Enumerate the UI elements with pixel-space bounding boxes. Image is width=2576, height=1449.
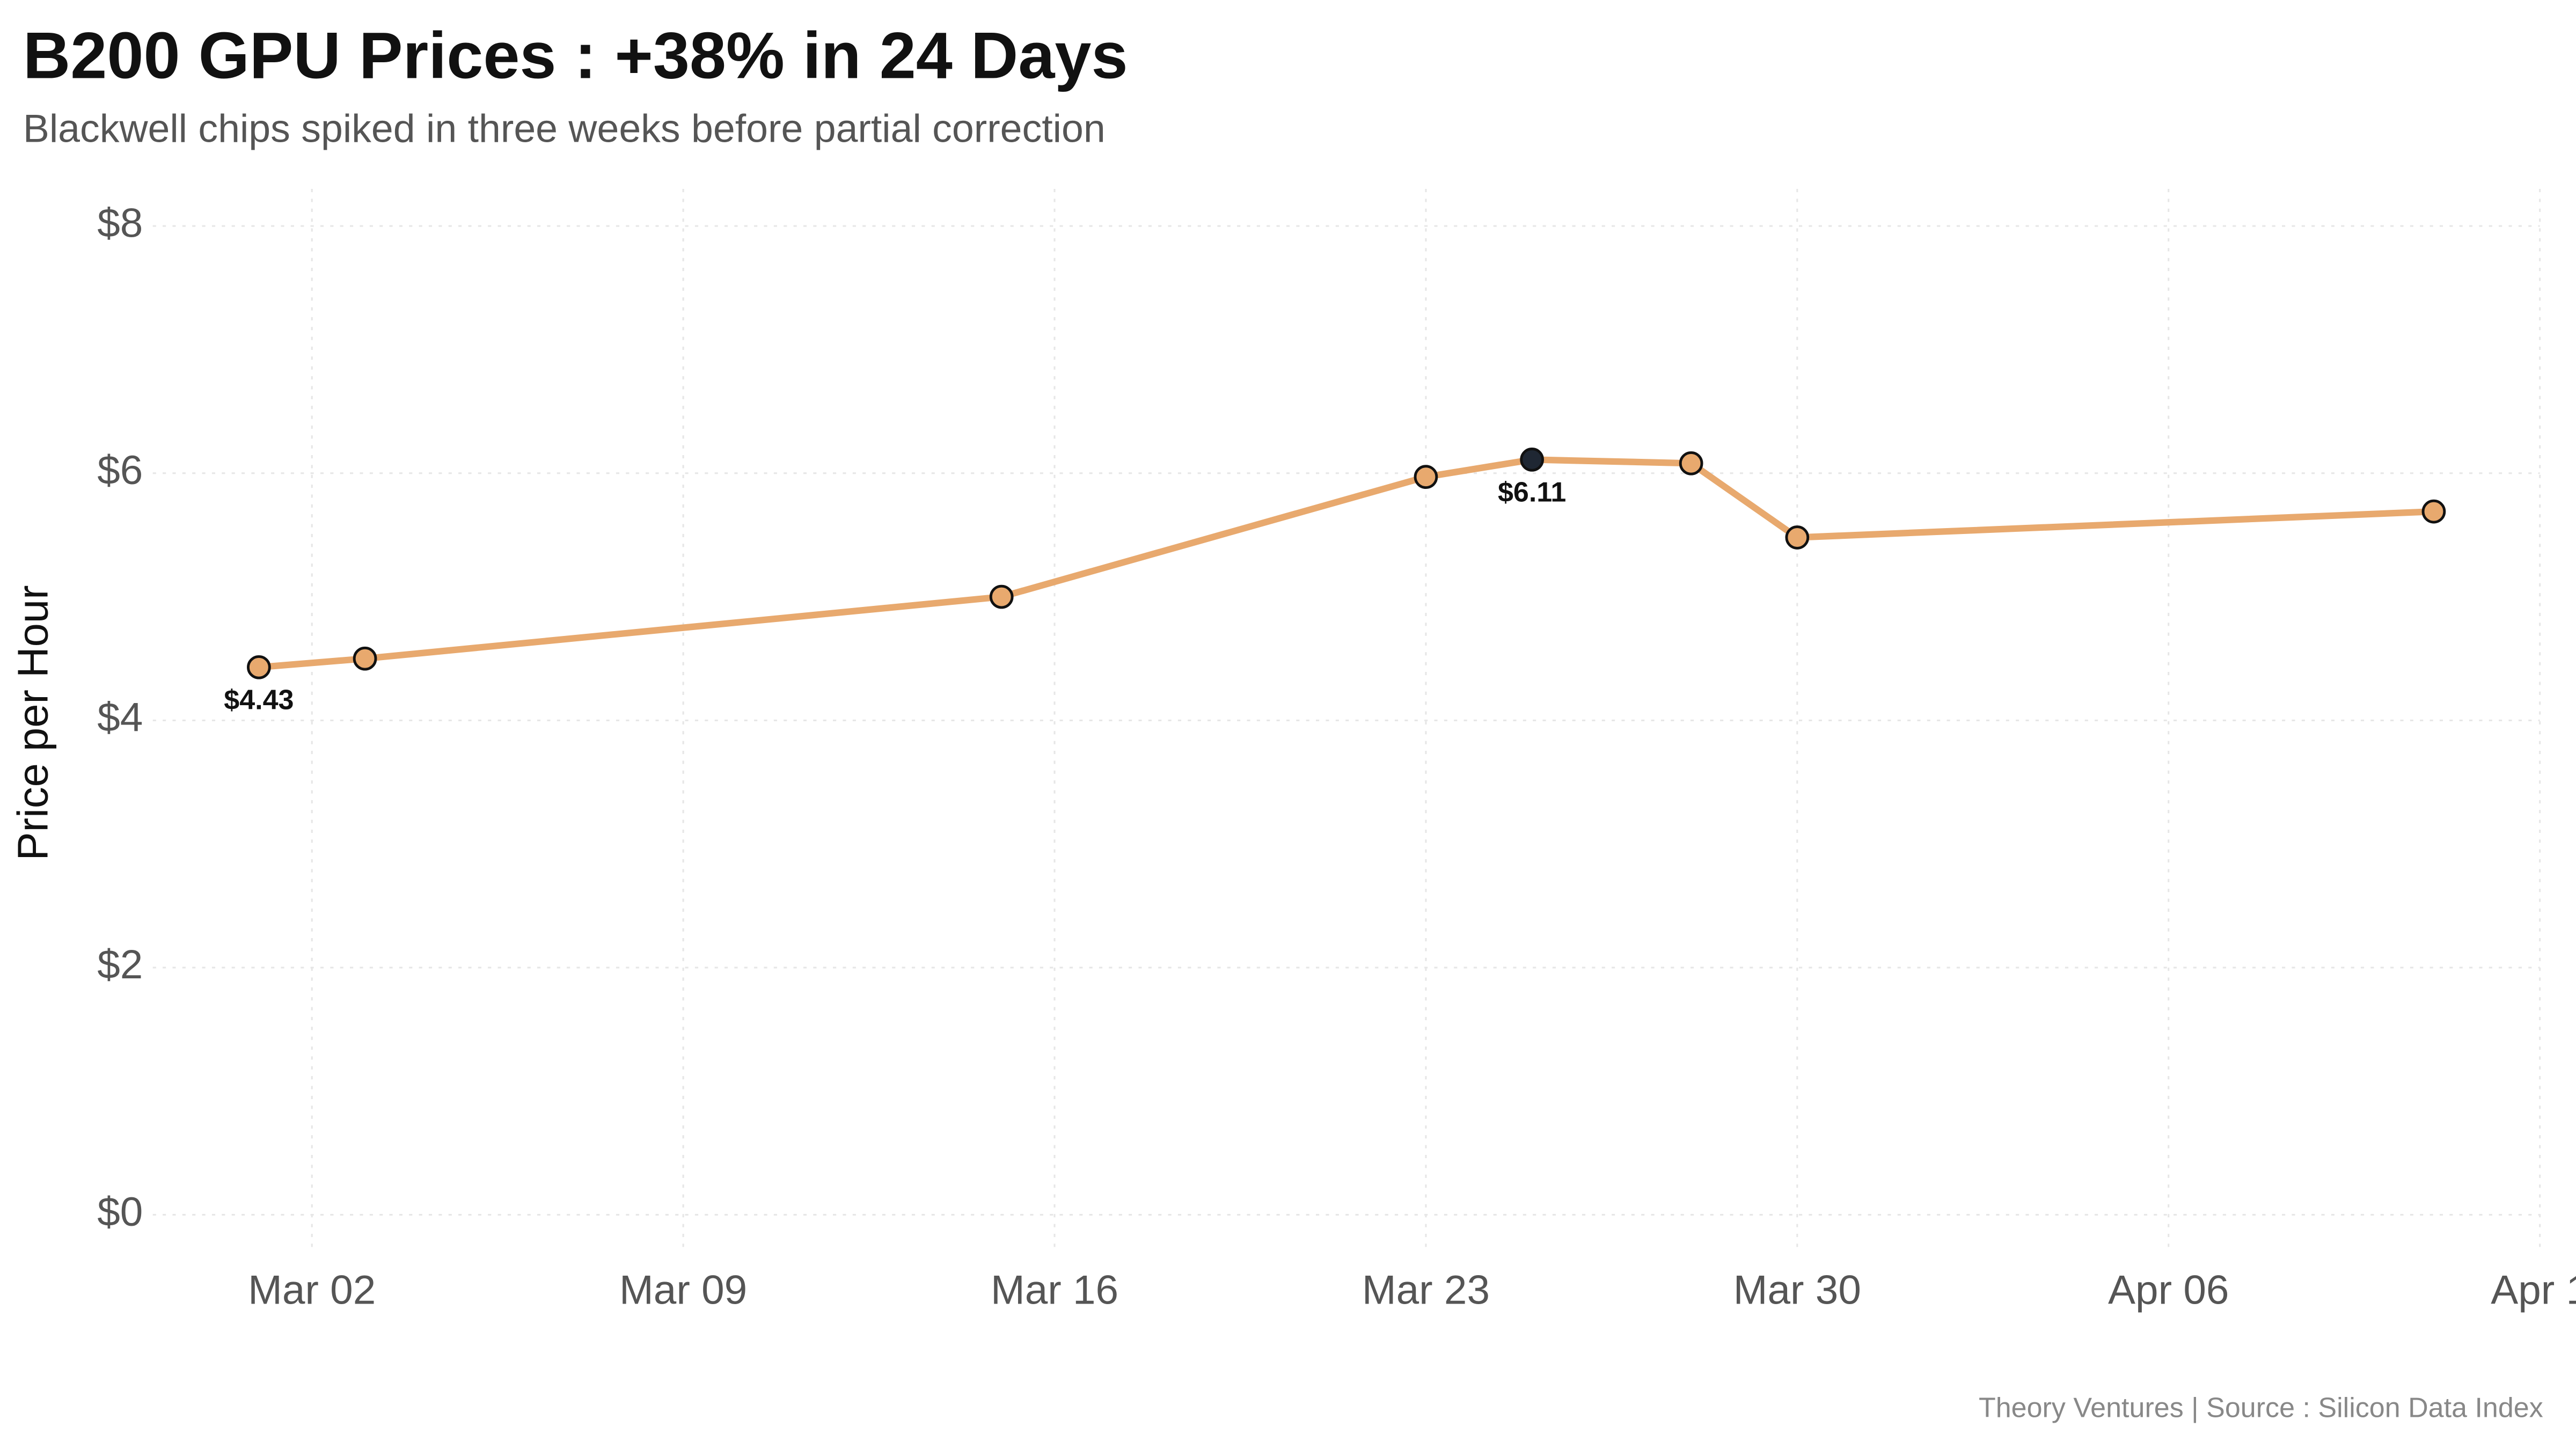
data-point [1679, 451, 1703, 475]
data-point [353, 646, 377, 671]
data-point [989, 584, 1014, 609]
y-tick-label: $4 [97, 695, 143, 741]
x-tick-label: Apr 06 [2108, 1267, 2229, 1313]
source-note: Theory Ventures | Source : Silicon Data … [1979, 1392, 2543, 1423]
series-line [258, 456, 2434, 671]
data-point [1785, 525, 1810, 550]
x-tick-label: Mar 30 [1733, 1267, 1861, 1313]
data-point [247, 655, 271, 679]
x-tick-label: Mar 16 [991, 1267, 1118, 1313]
x-tick-label: Mar 23 [1362, 1267, 1490, 1313]
chart-subtitle: Blackwell chips spiked in three weeks be… [23, 106, 1106, 150]
x-tick-label: Mar 09 [619, 1267, 747, 1313]
data-point [1520, 448, 1544, 472]
y-tick-label: $2 [97, 942, 143, 987]
x-tick-label: Apr 1 [2491, 1267, 2576, 1313]
data-label: $4.43 [224, 684, 294, 715]
y-tick-label: $8 [97, 200, 143, 246]
data-point [2421, 499, 2446, 524]
data-point [1414, 465, 1438, 489]
y-tick-label: $6 [97, 448, 143, 493]
data-label: $6.11 [1498, 477, 1566, 508]
y-tick-label: $0 [97, 1189, 143, 1235]
x-tick-label: Mar 02 [248, 1267, 376, 1313]
chart-title: B200 GPU Prices : +38% in 24 Days [23, 19, 1128, 92]
y-axis-label: Price per Hour [9, 585, 56, 860]
